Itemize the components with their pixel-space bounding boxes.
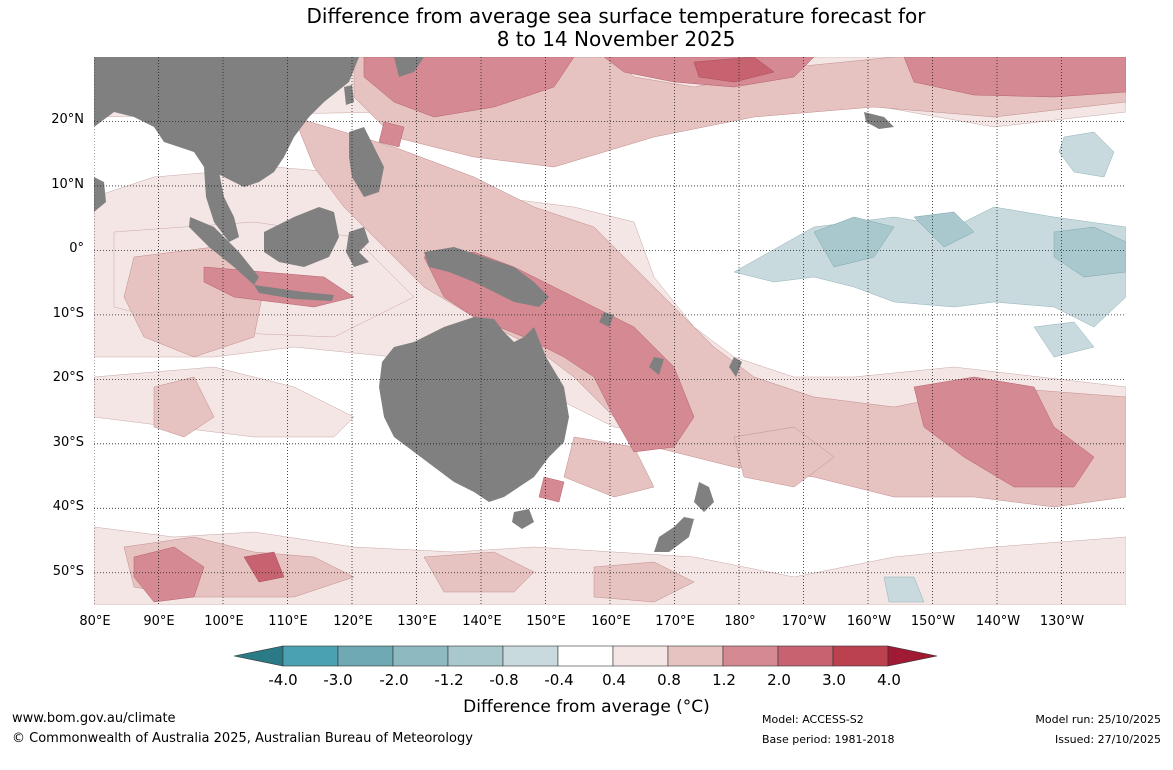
lat-label-20s: 20°S (52, 370, 84, 385)
lat-label-10n: 10°N (51, 177, 84, 192)
colorbar-segment (502, 645, 559, 667)
borneo (264, 207, 339, 267)
lon-label-150e: 150°E (526, 614, 566, 629)
colorbar-tick-label: -3.0 (323, 671, 353, 689)
gridlines (94, 57, 1126, 605)
new-zealand-south (654, 517, 694, 552)
colorbar-arrow-max (887, 645, 938, 667)
land-masses (94, 57, 894, 552)
colorbar-segment (282, 645, 339, 667)
colorbar-tick-label: 0.4 (602, 671, 626, 689)
lon-label-140e: 140°E (462, 614, 502, 629)
colorbar-segment (392, 645, 449, 667)
footer-url: www.bom.gov.au/climate (12, 711, 176, 726)
colorbar-segment (447, 645, 504, 667)
colorbar-segment (832, 645, 889, 667)
japan (394, 57, 424, 77)
lon-label-160e: 160°E (591, 614, 631, 629)
anomaly-very-strong-warm (243, 57, 775, 583)
lon-label-150w: 150°W (910, 614, 956, 629)
colorbar-tick-label: -0.4 (544, 671, 574, 689)
lon-label-170e: 170°E (655, 614, 695, 629)
lon-label-100e: 100°E (204, 614, 244, 629)
colorbar-title: Difference from average (°C) (463, 697, 710, 717)
lon-label-120e: 120°E (333, 614, 373, 629)
sst-anomaly-map (94, 57, 1126, 605)
sumatra (189, 217, 259, 285)
colorbar-tick-label: -4.0 (268, 671, 298, 689)
colorbar-segment (612, 645, 669, 667)
colorbar-segment (667, 645, 724, 667)
malay-peninsula (204, 167, 239, 242)
lon-label-80e: 80°E (79, 614, 111, 629)
lat-label-0: 0° (69, 241, 84, 256)
chart-title-line-1: Difference from average sea surface temp… (306, 4, 926, 28)
footer-model-run: Model run: 25/10/2025 (1035, 713, 1161, 726)
tasmania (512, 509, 534, 529)
lon-label-130e: 130°E (397, 614, 437, 629)
philippines (349, 127, 384, 197)
footer-base-period: Base period: 1981-2018 (762, 733, 895, 746)
new-zealand-north (694, 482, 714, 512)
lon-label-170w: 170°W (781, 614, 827, 629)
java (254, 285, 334, 301)
footer-model: Model: ACCESS-S2 (762, 713, 864, 726)
lat-label-20n: 20°N (51, 112, 84, 127)
lat-label-30s: 30°S (52, 435, 84, 450)
colorbar-tick-label: -1.2 (434, 671, 464, 689)
colorbar-segment (777, 645, 834, 667)
chart-title-line-2: 8 to 14 November 2025 (496, 27, 736, 51)
footer-issued: Issued: 27/10/2025 (1054, 733, 1161, 746)
asia-mainland (94, 57, 359, 187)
australia (379, 317, 569, 502)
lat-label-10s: 10°S (52, 306, 84, 321)
colorbar-segment (337, 645, 394, 667)
colorbar (234, 645, 938, 667)
lon-label-130w: 130°W (1039, 614, 1085, 629)
colorbar-tick-label: 0.8 (657, 671, 681, 689)
taiwan (344, 85, 354, 105)
colorbar-tick-label: 4.0 (877, 671, 901, 689)
colorbar-segment (722, 645, 779, 667)
lon-label-110e: 110°E (268, 614, 308, 629)
colorbar-tick-label: -0.8 (489, 671, 519, 689)
colorbar-arrow-min (234, 645, 284, 667)
lon-label-160w: 160°W (846, 614, 892, 629)
colorbar-segment (557, 645, 614, 667)
lat-label-40s: 40°S (52, 499, 84, 514)
footer-copyright: © Commonwealth of Australia 2025, Austra… (12, 731, 473, 746)
anomaly-moderate-cool (813, 211, 1126, 278)
colorbar-tick-label: 1.2 (712, 671, 736, 689)
lat-label-50s: 50°S (52, 564, 84, 579)
lon-label-90e: 90°E (143, 614, 175, 629)
colorbar-tick-label: -2.0 (379, 671, 409, 689)
new-guinea (424, 247, 549, 307)
colorbar-tick-label: 3.0 (822, 671, 846, 689)
lon-label-140w: 140°W (975, 614, 1021, 629)
lon-label-180: 180° (724, 614, 756, 629)
colorbar-tick-label: 2.0 (767, 671, 791, 689)
